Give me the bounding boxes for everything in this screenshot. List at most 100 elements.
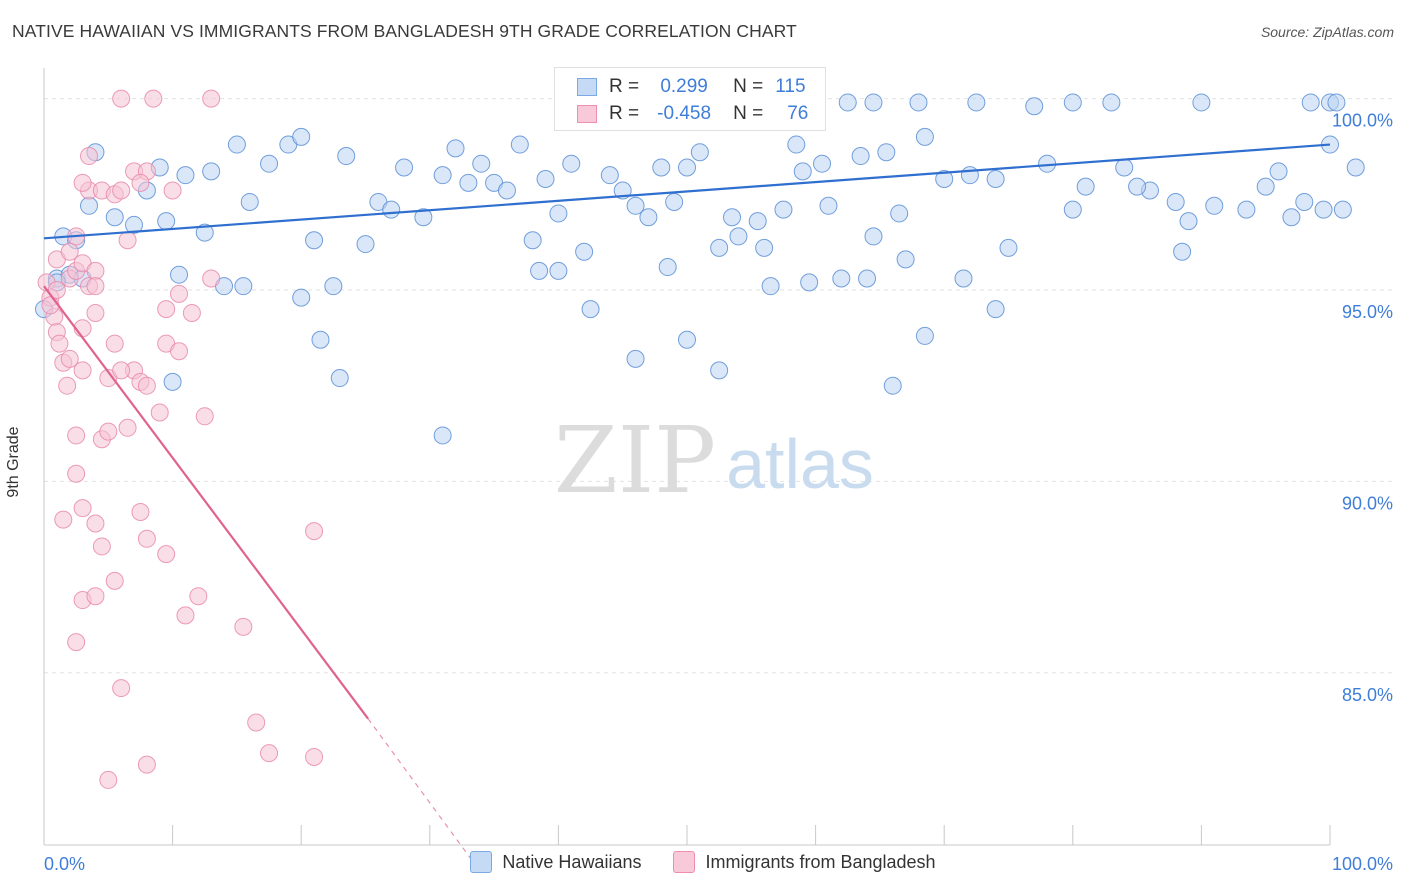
- data-point-native-hawaiians: [896, 250, 915, 269]
- data-point-native-hawaiians: [864, 93, 883, 112]
- data-point-native-hawaiians: [748, 212, 767, 231]
- data-point-native-hawaiians: [324, 277, 343, 296]
- data-point-immigrants-bangladesh: [105, 334, 124, 353]
- data-point-immigrants-bangladesh: [73, 361, 92, 380]
- data-point-immigrants-bangladesh: [195, 407, 214, 426]
- data-point-native-hawaiians: [305, 231, 324, 250]
- data-point-native-hawaiians: [562, 154, 581, 173]
- data-point-native-hawaiians: [157, 212, 176, 231]
- legend-label-native-hawaiians: Native Hawaiians: [502, 851, 642, 872]
- data-point-native-hawaiians: [967, 93, 986, 112]
- grid-lines: [44, 98, 1392, 674]
- data-point-native-hawaiians: [330, 369, 349, 388]
- data-point-immigrants-bangladesh: [54, 510, 73, 529]
- data-point-immigrants-bangladesh: [131, 173, 150, 192]
- data-point-native-hawaiians: [292, 127, 311, 146]
- data-point-native-hawaiians: [986, 300, 1005, 319]
- data-point-immigrants-bangladesh: [67, 633, 86, 652]
- data-point-native-hawaiians: [626, 196, 645, 215]
- data-point-immigrants-bangladesh: [47, 281, 66, 299]
- data-point-immigrants-bangladesh: [73, 499, 92, 518]
- data-point-native-hawaiians: [729, 227, 748, 246]
- data-point-native-hawaiians: [986, 170, 1005, 188]
- data-point-immigrants-bangladesh: [112, 361, 131, 380]
- data-point-immigrants-bangladesh: [112, 89, 131, 108]
- data-point-native-hawaiians: [665, 192, 684, 211]
- data-point-native-hawaiians: [710, 361, 729, 380]
- data-point-native-hawaiians: [883, 376, 902, 395]
- trend-line-extension-immigrants-bangladesh: [367, 718, 476, 865]
- trend-lines: [43, 143, 1331, 865]
- tick-labels: 100.0% 95.0% 90.0% 85.0% 0.0% 100.0%: [44, 111, 1393, 874]
- legend-item-immigrants-bangladesh: Immigrants from Bangladesh: [673, 851, 936, 873]
- data-point-immigrants-bangladesh: [60, 349, 79, 368]
- data-point-immigrants-bangladesh: [137, 529, 156, 548]
- data-point-native-hawaiians: [125, 215, 144, 234]
- trend-line-immigrants-bangladesh: [43, 285, 369, 720]
- legend-n-label: N =: [733, 76, 764, 97]
- data-point-immigrants-bangladesh: [157, 545, 176, 564]
- data-point-native-hawaiians: [536, 170, 555, 188]
- legend-n-value: 115: [775, 76, 806, 97]
- data-point-native-hawaiians: [1346, 158, 1365, 177]
- data-point-native-hawaiians: [1333, 200, 1352, 219]
- data-point-native-hawaiians: [774, 200, 793, 219]
- data-point-native-hawaiians: [510, 135, 529, 154]
- watermark-zip: ZIP: [554, 407, 716, 514]
- data-point-native-hawaiians: [1237, 200, 1256, 219]
- data-point-native-hawaiians: [523, 231, 542, 250]
- data-point-native-hawaiians: [234, 277, 253, 296]
- data-point-native-hawaiians: [1102, 93, 1121, 112]
- data-point-native-hawaiians: [581, 300, 600, 319]
- data-point-native-hawaiians: [710, 238, 729, 257]
- data-point-native-hawaiians: [678, 158, 696, 177]
- data-point-native-hawaiians: [793, 162, 812, 181]
- data-point-native-hawaiians: [1076, 177, 1095, 196]
- data-point-native-hawaiians: [890, 204, 909, 223]
- data-point-native-hawaiians: [395, 158, 414, 177]
- data-point-immigrants-bangladesh: [247, 713, 266, 732]
- data-point-native-hawaiians: [202, 162, 221, 181]
- data-point-native-hawaiians: [414, 208, 433, 227]
- data-point-native-hawaiians: [80, 196, 99, 215]
- data-point-native-hawaiians: [800, 273, 819, 292]
- data-point-native-hawaiians: [337, 147, 356, 166]
- legend-label-immigrants-bangladesh: Immigrants from Bangladesh: [705, 851, 936, 872]
- data-point-native-hawaiians: [935, 170, 954, 188]
- data-point-native-hawaiians: [1327, 93, 1346, 112]
- data-point-immigrants-bangladesh: [176, 606, 195, 625]
- data-point-native-hawaiians: [877, 143, 896, 162]
- data-point-immigrants-bangladesh: [99, 422, 118, 441]
- data-point-immigrants-bangladesh: [163, 181, 182, 200]
- y-tick-label: 95.0%: [1342, 302, 1393, 322]
- chart-title: NATIVE HAWAIIAN VS IMMIGRANTS FROM BANGL…: [12, 21, 797, 41]
- data-point-native-hawaiians: [1192, 93, 1211, 112]
- data-point-immigrants-bangladesh: [189, 587, 208, 606]
- data-point-native-hawaiians: [240, 192, 259, 211]
- data-point-immigrants-bangladesh: [80, 147, 99, 166]
- data-point-native-hawaiians: [446, 139, 465, 158]
- data-point-native-hawaiians: [658, 258, 677, 277]
- data-point-immigrants-bangladesh: [118, 231, 137, 250]
- series-immigrants-bangladesh: [37, 89, 324, 789]
- data-point-immigrants-bangladesh: [234, 617, 253, 636]
- data-point-native-hawaiians: [960, 166, 979, 185]
- data-point-immigrants-bangladesh: [137, 376, 156, 395]
- data-point-native-hawaiians: [832, 269, 851, 288]
- data-point-native-hawaiians: [838, 93, 857, 112]
- data-point-native-hawaiians: [1166, 192, 1185, 211]
- data-point-native-hawaiians: [690, 143, 709, 162]
- data-point-immigrants-bangladesh: [86, 514, 105, 533]
- data-point-immigrants-bangladesh: [86, 277, 105, 296]
- data-point-immigrants-bangladesh: [86, 303, 105, 322]
- data-point-immigrants-bangladesh: [41, 296, 60, 315]
- data-point-native-hawaiians: [227, 135, 246, 154]
- legend-swatch-pink: [577, 105, 597, 123]
- legend-r-label: R =: [609, 103, 640, 124]
- data-point-native-hawaiians: [999, 238, 1018, 257]
- data-point-immigrants-bangladesh: [67, 464, 86, 483]
- data-point-native-hawaiians: [909, 93, 928, 112]
- data-point-native-hawaiians: [497, 181, 516, 200]
- data-point-immigrants-bangladesh: [118, 418, 137, 437]
- data-point-native-hawaiians: [311, 330, 330, 349]
